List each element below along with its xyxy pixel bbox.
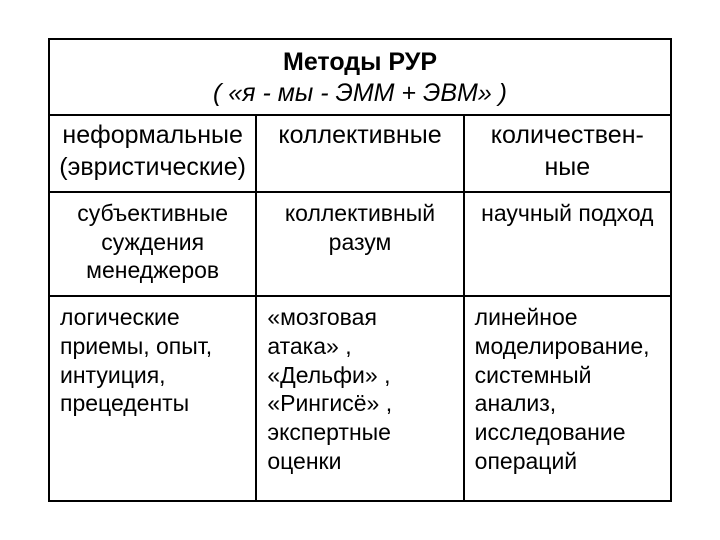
table-container: Методы РУР ( «я - мы - ЭММ + ЭВМ» ) нефо… bbox=[48, 38, 672, 501]
body-col2: «мозговая атака» , «Дельфи» , «Рингисё» … bbox=[256, 296, 463, 501]
header-col2: коллективные bbox=[256, 115, 463, 192]
header-row: неформальные (эвристические) коллективны… bbox=[49, 115, 671, 192]
table-title: Методы РУР bbox=[60, 48, 660, 77]
header-col3: количествен-ные bbox=[464, 115, 671, 192]
table-subtitle: ( «я - мы - ЭММ + ЭВМ» ) bbox=[60, 79, 660, 108]
mid-col3: научный подход bbox=[464, 192, 671, 296]
body-col3: линейное моделирование, системный анализ… bbox=[464, 296, 671, 501]
mid-col2: коллективный разум bbox=[256, 192, 463, 296]
mid-row: субъективные суждения менеджеров коллект… bbox=[49, 192, 671, 296]
body-row: логические приемы, опыт, интуиция, преце… bbox=[49, 296, 671, 501]
header-col1: неформальные (эвристические) bbox=[49, 115, 256, 192]
title-row: Методы РУР ( «я - мы - ЭММ + ЭВМ» ) bbox=[49, 39, 671, 115]
mid-col1: субъективные суждения менеджеров bbox=[49, 192, 256, 296]
body-col1: логические приемы, опыт, интуиция, преце… bbox=[49, 296, 256, 501]
methods-table: Методы РУР ( «я - мы - ЭММ + ЭВМ» ) нефо… bbox=[48, 38, 672, 501]
title-cell: Методы РУР ( «я - мы - ЭММ + ЭВМ» ) bbox=[49, 39, 671, 115]
